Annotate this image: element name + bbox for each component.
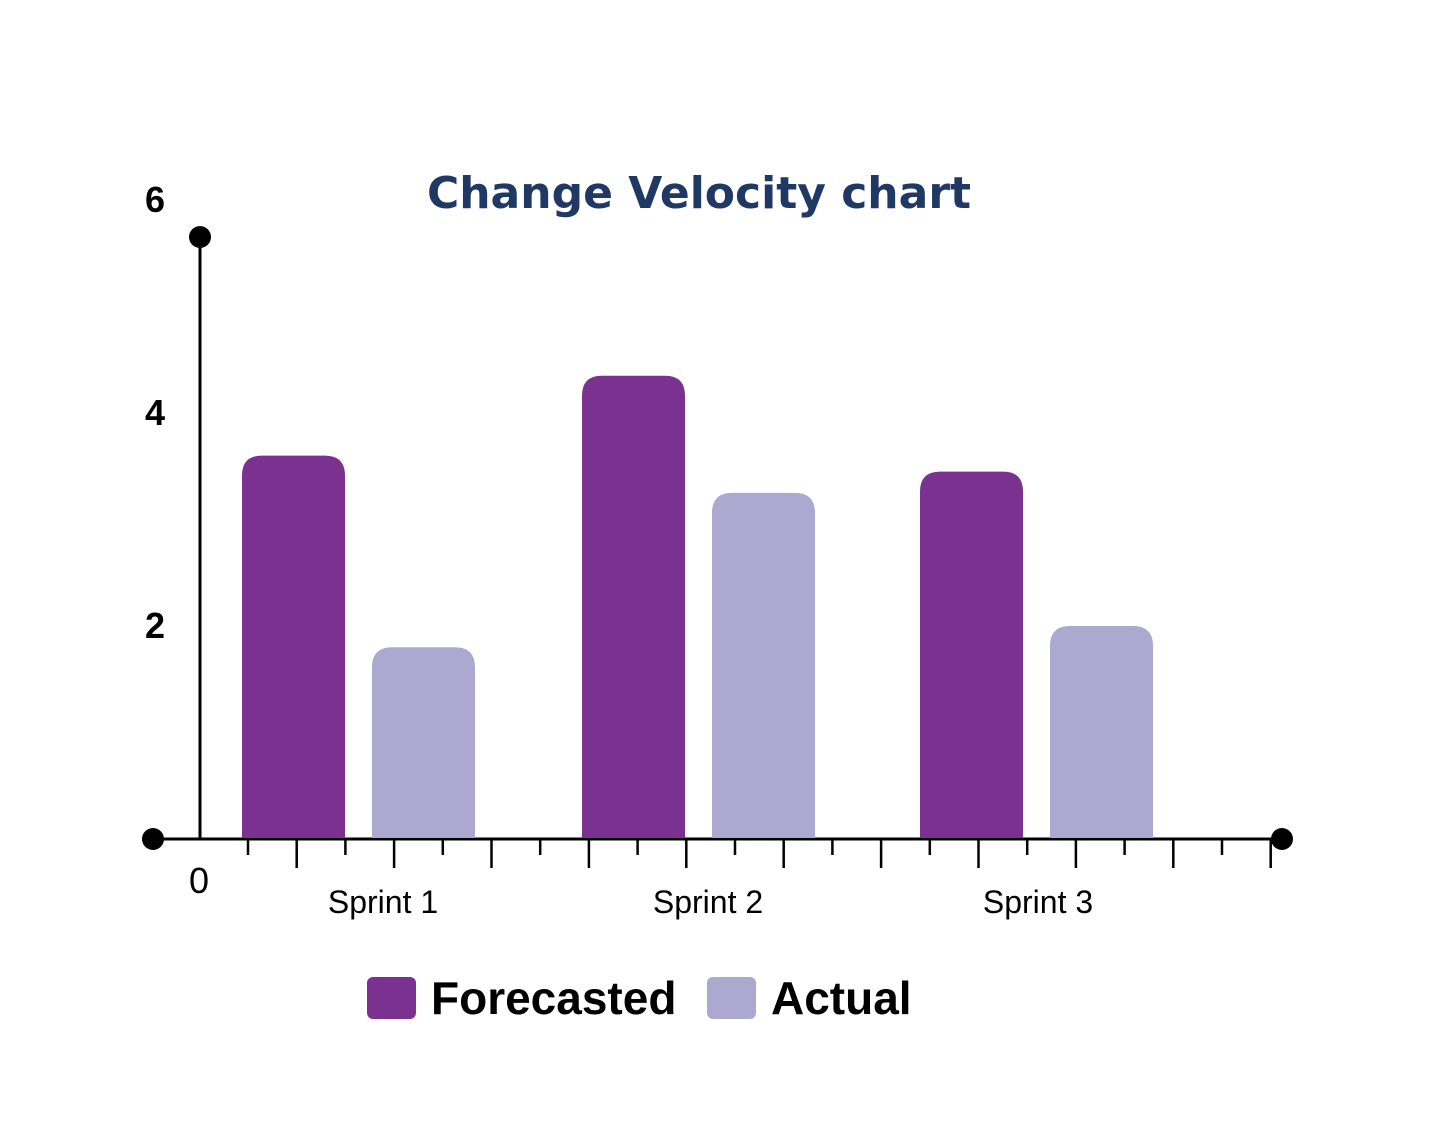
x-axis-labels: Sprint 1 Sprint 2 Sprint 3 [328, 884, 1093, 920]
chart-title: Change Velocity chart [427, 168, 971, 219]
x-tick-label: Sprint 2 [653, 884, 763, 920]
bar-forecasted-3 [920, 471, 1023, 838]
bars [242, 375, 1153, 838]
legend-swatch-forecasted [367, 977, 416, 1019]
legend-label-forecasted: Forecasted [431, 972, 676, 1024]
bar-actual-1 [372, 647, 475, 838]
x-tick-label: Sprint 1 [328, 884, 438, 920]
bar-forecasted-1 [242, 455, 345, 838]
legend-swatch-actual [707, 977, 756, 1019]
legend: Forecasted Actual [367, 972, 912, 1024]
bar-actual-3 [1050, 626, 1153, 838]
y-tick-label: 2 [145, 605, 165, 646]
y-tick-label: 6 [145, 179, 165, 220]
origin-label: 0 [189, 860, 209, 901]
x-axis-end-dot [1271, 828, 1293, 850]
axes [142, 226, 1293, 868]
legend-label-actual: Actual [771, 972, 912, 1024]
bar-forecasted-2 [582, 375, 685, 838]
y-axis-end-dot [189, 226, 211, 248]
y-axis-ticks: 2 4 6 0 [145, 179, 209, 901]
x-axis-start-dot [142, 828, 164, 850]
bar-actual-2 [712, 492, 815, 838]
y-tick-label: 4 [145, 392, 165, 433]
x-tick-label: Sprint 3 [983, 884, 1093, 920]
